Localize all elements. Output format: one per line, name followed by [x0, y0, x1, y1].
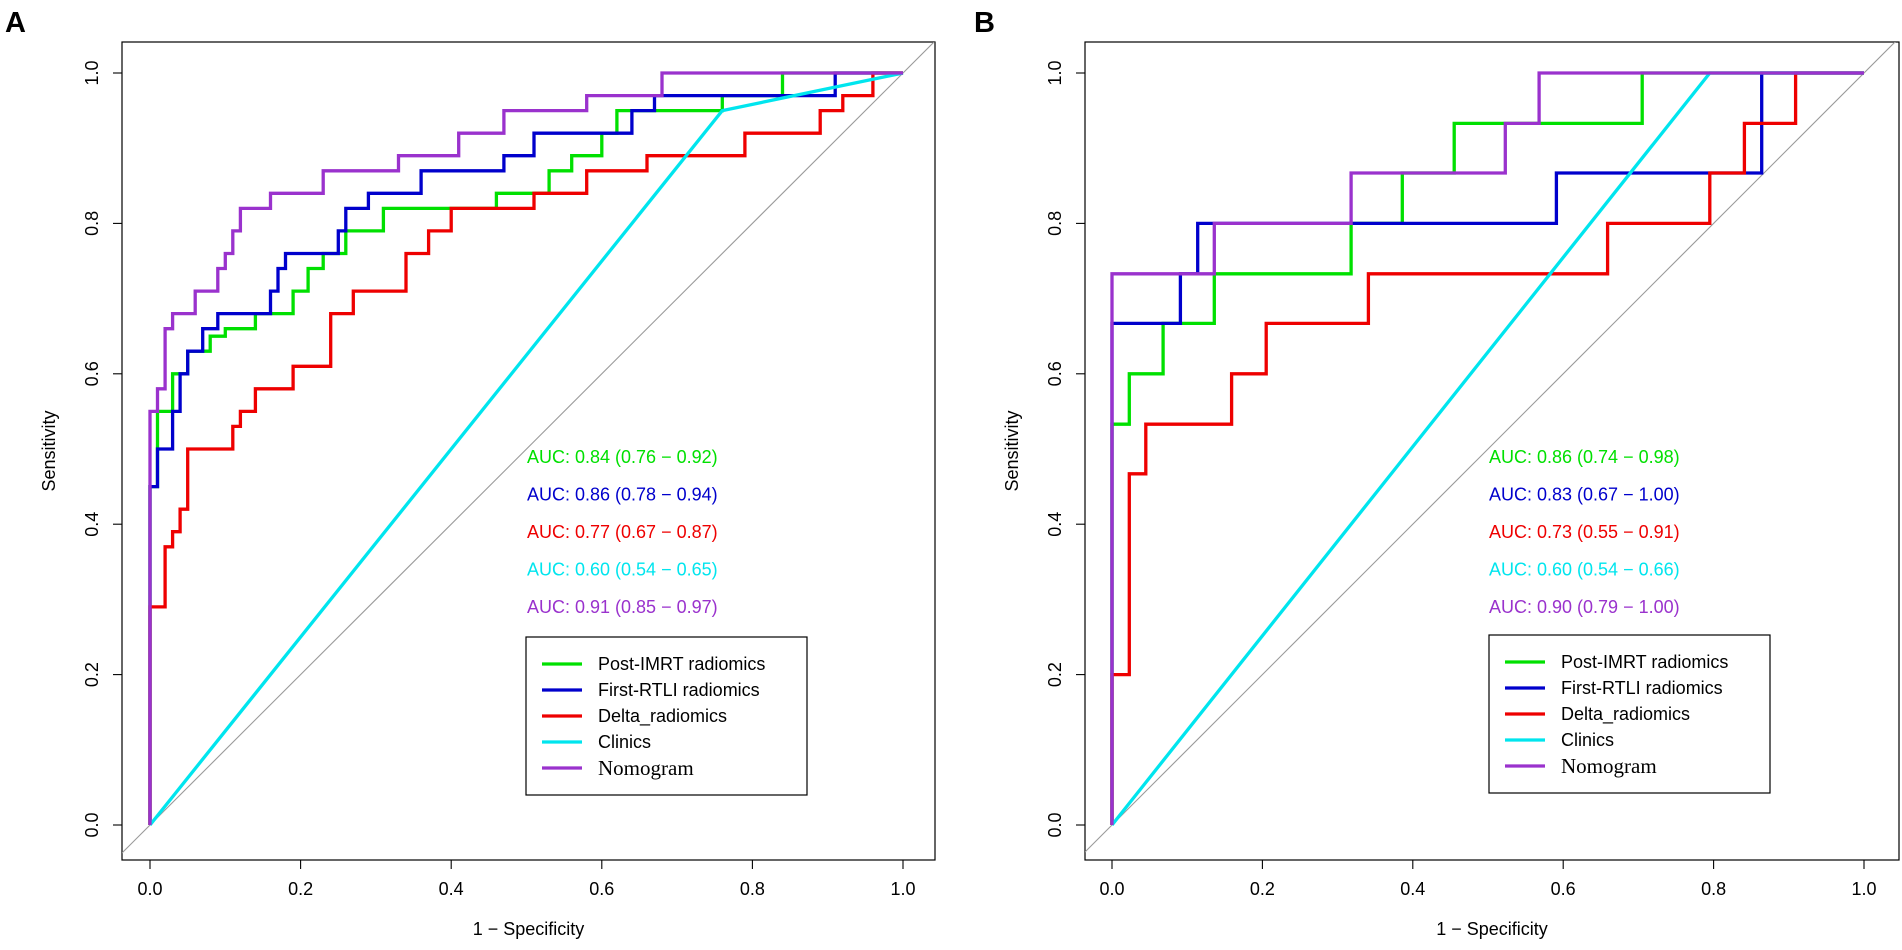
y-tick-label: 1.0 [82, 60, 102, 85]
x-tick-label: 0.0 [1099, 879, 1124, 899]
diagonal-reference-line [122, 42, 935, 854]
auc-annotation: AUC: 0.77 (0.67 − 0.87) [527, 522, 718, 542]
roc-panel-b: B 0.0 0.2 0.4 0.6 0.8 1.0 0.0 0.2 0.4 0.6 0.8 1.0 1 −… [974, 7, 1900, 939]
x-tick-label: 1.0 [1851, 879, 1876, 899]
roc-curve-nomogram [1110, 71, 1864, 825]
auc-annotation: AUC: 0.86 (0.74 − 0.98) [1489, 447, 1680, 467]
y-tick-label: 0.6 [82, 361, 102, 386]
x-tick-label: 0.6 [1551, 879, 1576, 899]
legend-label: First-RTLI radiomics [598, 680, 760, 700]
legend-label: Delta_radiomics [1561, 704, 1690, 725]
y-tick-label: 0.2 [82, 662, 102, 687]
roc-curve-clinics [148, 71, 904, 827]
legend-label: Post-IMRT radiomics [1561, 652, 1728, 672]
plot-frame [121, 41, 936, 861]
y-tick-label: 0.4 [1045, 512, 1065, 537]
y-tick-label: 0.8 [82, 211, 102, 236]
legend: Post-IMRT radiomics First-RTLI radiomics D… [1488, 634, 1771, 794]
x-tick-label: 0.4 [439, 879, 464, 899]
x-tick-label: 0.8 [1701, 879, 1726, 899]
y-tick-label: 0.0 [1045, 812, 1065, 837]
auc-annotation: AUC: 0.91 (0.85 − 0.97) [527, 597, 718, 617]
y-tick-label: 0.6 [1045, 361, 1065, 386]
x-tick-label: 0.2 [288, 879, 313, 899]
x-tick-label: 0.4 [1400, 879, 1425, 899]
legend-label: Nomogram [598, 756, 694, 780]
panel-label: A [5, 7, 26, 39]
y-tick-label: 0.2 [1045, 662, 1065, 687]
legend-label: Clinics [598, 732, 651, 752]
auc-annotation: AUC: 0.90 (0.79 − 1.00) [1489, 597, 1680, 617]
auc-annotation: AUC: 0.83 (0.67 − 1.00) [1489, 485, 1680, 505]
auc-annotation: AUC: 0.60 (0.54 − 0.65) [527, 560, 718, 580]
x-axis-label: 1 − Specificity [1436, 919, 1548, 939]
x-tick-label: 0.2 [1250, 879, 1275, 899]
roc-curve-first-rtli-radiomics [148, 71, 903, 825]
panel-label: B [974, 7, 995, 39]
roc-curve-nomogram [148, 71, 903, 825]
y-axis-label: Sensitivity [1002, 410, 1022, 491]
x-axis-label: 1 − Specificity [473, 919, 585, 939]
roc-curve-delta-radiomics [148, 71, 903, 825]
y-axis-label: Sensitivity [39, 410, 59, 491]
y-tick-label: 0.0 [82, 812, 102, 837]
y-tick-label: 0.4 [82, 512, 102, 537]
plot-frame [1084, 41, 1900, 861]
y-tick-label: 0.8 [1045, 211, 1065, 236]
legend-label: Nomogram [1561, 754, 1657, 778]
legend-label: First-RTLI radiomics [1561, 678, 1723, 698]
y-tick-label: 1.0 [1045, 60, 1065, 85]
x-tick-label: 0.6 [589, 879, 614, 899]
auc-annotation: AUC: 0.84 (0.76 − 0.92) [527, 447, 718, 467]
auc-annotation: AUC: 0.86 (0.78 − 0.94) [527, 485, 718, 505]
x-tick-label: 0.0 [137, 879, 162, 899]
legend: Post-IMRT radiomics First-RTLI radiomics D… [525, 636, 808, 796]
roc-curve-first-rtli-radiomics [1110, 71, 1864, 825]
x-tick-label: 1.0 [890, 879, 915, 899]
x-tick-label: 0.8 [740, 879, 765, 899]
auc-annotation: AUC: 0.60 (0.54 − 0.66) [1489, 560, 1680, 580]
auc-annotation: AUC: 0.73 (0.55 − 0.91) [1489, 522, 1680, 542]
roc-panel-a: A 0.0 0.2 0.4 0.6 0.8 1.0 0.0 0.2 0.4 0.6 0.8 1.0 1 −… [5, 7, 936, 939]
legend-label: Post-IMRT radiomics [598, 654, 765, 674]
legend-label: Delta_radiomics [598, 706, 727, 727]
legend-label: Clinics [1561, 730, 1614, 750]
roc-curve-delta-radiomics [1110, 71, 1864, 825]
